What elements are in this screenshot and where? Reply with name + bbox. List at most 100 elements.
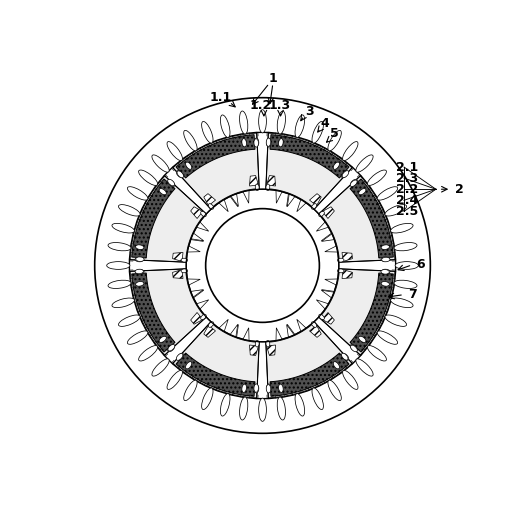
Ellipse shape — [385, 315, 406, 326]
Text: 2.2: 2.2 — [395, 183, 418, 196]
Ellipse shape — [258, 110, 266, 133]
Ellipse shape — [343, 370, 358, 390]
Polygon shape — [219, 199, 228, 212]
Polygon shape — [243, 190, 249, 203]
Polygon shape — [173, 322, 259, 398]
Ellipse shape — [254, 138, 259, 146]
Polygon shape — [270, 135, 349, 178]
Ellipse shape — [394, 243, 417, 251]
Ellipse shape — [277, 111, 285, 134]
Ellipse shape — [267, 384, 271, 392]
Polygon shape — [197, 222, 209, 231]
Text: 6: 6 — [416, 258, 425, 270]
Ellipse shape — [391, 298, 413, 308]
Ellipse shape — [184, 380, 197, 401]
Ellipse shape — [267, 139, 271, 147]
Polygon shape — [130, 269, 206, 355]
Polygon shape — [287, 194, 295, 207]
Polygon shape — [350, 179, 393, 258]
Ellipse shape — [152, 155, 169, 172]
Ellipse shape — [135, 269, 143, 274]
Ellipse shape — [333, 362, 339, 369]
Polygon shape — [190, 290, 203, 297]
Ellipse shape — [168, 180, 175, 187]
Text: 1.3: 1.3 — [269, 99, 291, 112]
Ellipse shape — [181, 258, 188, 262]
Ellipse shape — [337, 258, 344, 262]
Ellipse shape — [176, 354, 183, 360]
Ellipse shape — [201, 314, 206, 320]
Polygon shape — [250, 345, 258, 356]
Polygon shape — [197, 300, 209, 309]
Ellipse shape — [254, 384, 259, 393]
Ellipse shape — [112, 223, 134, 233]
Text: 1.2: 1.2 — [250, 99, 272, 112]
Polygon shape — [173, 253, 183, 262]
Polygon shape — [316, 300, 329, 309]
Polygon shape — [325, 246, 338, 252]
Ellipse shape — [201, 211, 206, 217]
Ellipse shape — [342, 171, 348, 178]
Ellipse shape — [139, 170, 158, 186]
Polygon shape — [176, 135, 255, 178]
Polygon shape — [286, 194, 294, 207]
Ellipse shape — [202, 388, 213, 410]
Ellipse shape — [168, 345, 175, 351]
Polygon shape — [191, 233, 204, 241]
Ellipse shape — [359, 189, 366, 195]
Ellipse shape — [186, 362, 192, 369]
Ellipse shape — [221, 115, 230, 138]
Polygon shape — [267, 176, 276, 186]
Polygon shape — [322, 290, 334, 297]
Ellipse shape — [381, 257, 389, 262]
Polygon shape — [190, 313, 203, 324]
Ellipse shape — [108, 243, 131, 251]
Ellipse shape — [118, 204, 140, 216]
Ellipse shape — [159, 336, 166, 343]
Polygon shape — [276, 190, 282, 203]
Ellipse shape — [266, 138, 271, 146]
Ellipse shape — [135, 245, 144, 249]
Ellipse shape — [168, 179, 174, 186]
Polygon shape — [342, 269, 352, 279]
Polygon shape — [243, 328, 249, 340]
Polygon shape — [297, 199, 306, 212]
Ellipse shape — [242, 139, 247, 147]
Ellipse shape — [176, 170, 183, 177]
Ellipse shape — [242, 384, 247, 392]
Ellipse shape — [181, 269, 188, 273]
Ellipse shape — [139, 346, 158, 361]
Polygon shape — [230, 194, 238, 207]
Ellipse shape — [377, 187, 398, 200]
Ellipse shape — [319, 314, 324, 320]
Text: 2.1: 2.1 — [395, 161, 418, 174]
Ellipse shape — [136, 269, 144, 274]
Text: 3: 3 — [305, 105, 314, 118]
Text: 2: 2 — [455, 183, 464, 196]
Ellipse shape — [209, 203, 214, 209]
Ellipse shape — [127, 331, 148, 344]
Polygon shape — [322, 207, 334, 219]
Polygon shape — [250, 176, 258, 186]
Ellipse shape — [136, 257, 144, 262]
Ellipse shape — [350, 180, 357, 187]
Circle shape — [186, 189, 339, 342]
Ellipse shape — [177, 353, 184, 360]
Polygon shape — [230, 324, 238, 337]
Polygon shape — [173, 269, 183, 279]
Ellipse shape — [279, 139, 283, 147]
Polygon shape — [322, 234, 334, 242]
Ellipse shape — [381, 269, 389, 274]
Ellipse shape — [295, 394, 305, 416]
Ellipse shape — [254, 384, 258, 392]
Polygon shape — [231, 325, 238, 337]
Polygon shape — [132, 179, 175, 258]
Polygon shape — [266, 322, 352, 398]
Text: 2.3: 2.3 — [395, 172, 418, 185]
Polygon shape — [321, 233, 334, 241]
Ellipse shape — [135, 281, 144, 286]
Ellipse shape — [240, 111, 248, 134]
Ellipse shape — [350, 345, 357, 351]
Ellipse shape — [385, 204, 406, 216]
Ellipse shape — [295, 115, 305, 138]
